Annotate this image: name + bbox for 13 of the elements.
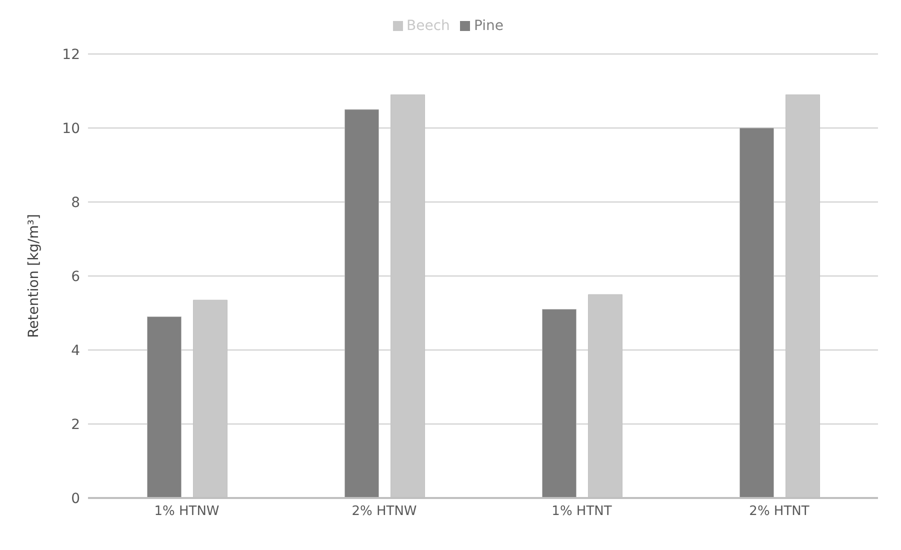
y-tick-label: 8	[71, 194, 80, 211]
legend-label: Pine	[474, 18, 504, 34]
x-tick-label: 1% HTNW	[154, 504, 220, 520]
y-tick-label: 12	[62, 46, 80, 63]
y-tick-label: 0	[71, 490, 80, 507]
y-tick-label: 4	[71, 342, 80, 359]
y-tick-label: 2	[71, 416, 80, 433]
x-tick-label: 1% HTNT	[552, 504, 612, 520]
y-tick-label: 6	[71, 268, 80, 285]
x-tick-label: 2% HTNT	[749, 504, 810, 520]
x-tick-label: 2% HTNW	[352, 504, 417, 520]
y-axis-title: Retention [kg/m³]	[26, 214, 42, 338]
y-tick-label: 10	[62, 120, 80, 137]
